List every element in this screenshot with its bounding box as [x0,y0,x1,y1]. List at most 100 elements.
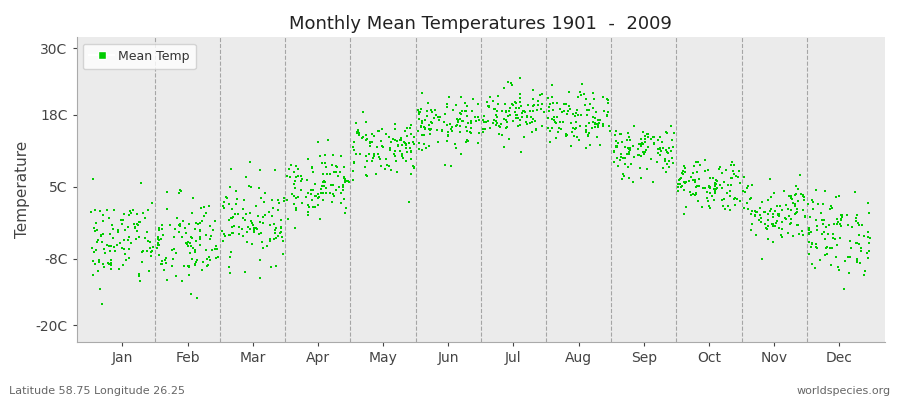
Point [308,203,322,210]
Point [622,175,636,181]
Point [302,202,316,208]
Point [824,261,838,268]
Point [823,244,837,251]
Point [392,136,407,143]
Point [490,112,504,118]
Point [210,246,224,252]
Point [103,231,117,238]
Point [502,135,517,142]
Point [274,234,289,240]
Point [664,137,679,143]
Point [236,233,250,239]
Point [609,142,624,149]
Point [391,142,405,149]
Point [414,147,428,153]
Point [850,215,864,222]
Point [295,199,310,206]
Point [384,167,399,174]
Point [585,125,599,131]
Point [563,120,578,126]
Point [854,245,868,252]
Point [334,200,348,206]
Point [707,183,722,189]
Point [618,144,633,150]
Point [671,177,686,184]
Point [480,99,494,106]
Point [102,261,116,268]
Point [286,168,301,175]
Point [786,199,800,206]
Point [86,176,100,182]
Point [346,158,361,165]
Point [252,231,266,237]
Point [609,144,624,150]
Point [332,184,347,190]
Point [123,240,138,246]
Point [712,182,726,189]
Point [766,221,780,228]
Point [588,115,602,121]
Point [454,118,469,125]
Point [304,164,319,171]
Point [100,206,114,213]
Point [861,200,876,206]
Point [176,218,191,224]
Point [526,103,540,110]
Point [724,161,738,168]
Point [319,164,333,170]
Point [801,201,815,207]
Point [850,259,864,265]
Point [337,164,351,170]
Point [621,145,635,151]
Point [590,120,605,127]
Point [761,223,776,230]
Point [151,227,166,234]
Point [717,196,732,203]
Point [111,228,125,235]
Point [257,190,272,196]
Point [451,118,465,125]
Point [723,188,737,194]
Point [499,108,513,115]
Point [464,120,479,126]
Point [673,175,688,181]
Point [504,80,518,86]
Point [613,131,627,137]
Point [478,125,492,132]
Point [280,173,294,180]
Point [415,118,429,124]
Point [695,204,709,210]
Point [172,190,186,196]
Point [770,203,784,210]
Point [383,139,398,145]
Point [306,187,320,193]
Point [313,153,328,160]
Point [817,236,832,242]
Point [463,129,477,136]
Point [414,106,428,113]
Point [263,222,277,228]
Point [439,101,454,107]
Point [600,96,615,102]
Point [301,156,315,162]
Point [402,140,417,146]
Point [583,101,598,107]
Point [140,248,154,254]
Point [802,251,816,257]
Point [543,138,557,145]
Point [757,208,771,215]
Point [337,196,351,203]
Point [150,244,165,251]
Point [481,103,495,110]
Point [775,219,789,226]
Point [498,101,512,108]
Point [543,100,557,107]
Point [654,148,669,154]
Point [761,217,776,223]
Point [247,224,261,231]
Point [526,119,540,125]
Point [181,242,195,249]
Point [579,129,593,135]
Point [450,116,464,122]
Point [646,141,661,147]
